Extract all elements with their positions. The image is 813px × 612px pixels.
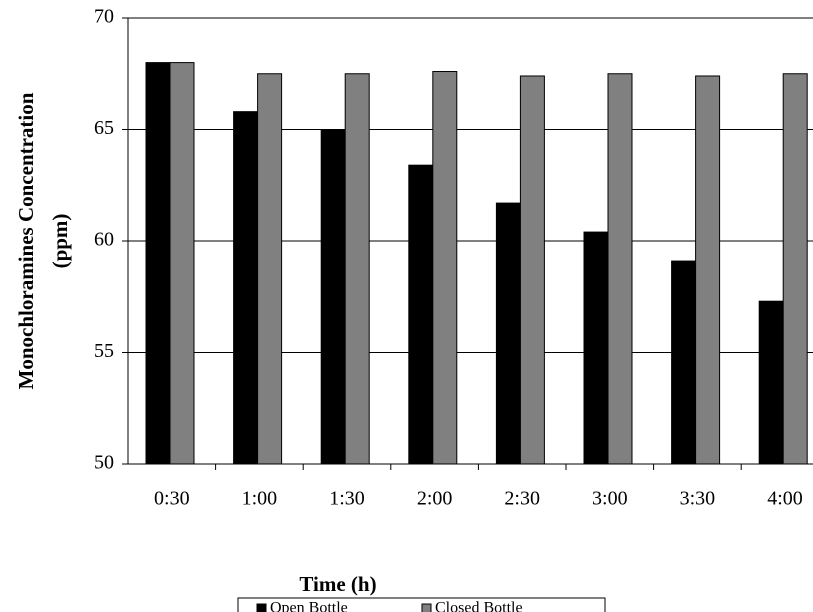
y-axis-title: Monochloramines Concentration: [14, 92, 38, 389]
bar: [695, 75, 721, 465]
legend-swatch: [421, 603, 432, 612]
bar: [344, 73, 370, 465]
y-tick-label: 60: [94, 229, 114, 251]
bar: [408, 164, 434, 465]
bar: [583, 231, 609, 465]
bar: [145, 62, 171, 465]
bar: [233, 111, 259, 465]
bar: [495, 202, 521, 465]
bar: [320, 129, 346, 465]
legend-label: Open Bottle: [270, 600, 348, 612]
x-tick-label: 0:30: [154, 488, 190, 510]
bar: [671, 260, 697, 465]
y-tick-label: 55: [94, 340, 114, 362]
y-axis-title: (ppm): [48, 214, 72, 269]
x-tick-label: 4:00: [767, 488, 803, 510]
legend-label: Closed Bottle: [435, 600, 523, 612]
x-tick-label: 1:30: [329, 488, 365, 510]
x-tick-label: 3:30: [680, 488, 716, 510]
bar: [169, 62, 195, 465]
x-tick-label: 1:00: [242, 488, 278, 510]
legend-swatch: [256, 603, 267, 612]
bar: [758, 300, 784, 465]
x-tick-label: 2:00: [417, 488, 453, 510]
bar: [782, 73, 808, 465]
x-tick-label: 2:30: [504, 488, 540, 510]
y-tick-label: 65: [94, 117, 114, 139]
y-tick-label: 70: [94, 6, 114, 28]
y-tick-label: 50: [94, 452, 114, 474]
bar: [607, 73, 633, 465]
x-axis-title: Time (h): [299, 572, 376, 596]
bar: [257, 73, 283, 465]
x-tick-label: 3:00: [592, 488, 628, 510]
bar: [519, 75, 545, 465]
bar: [432, 71, 458, 465]
